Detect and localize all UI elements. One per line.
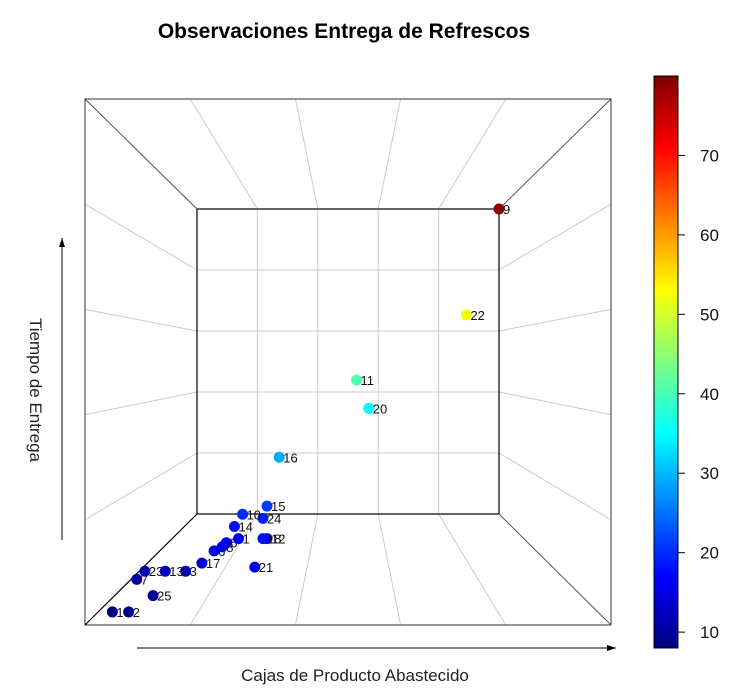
y-axis-arrow: [59, 238, 65, 540]
point-label: 7: [141, 572, 148, 587]
colorbar-tick-label: 50: [700, 305, 719, 324]
colorbar-tick-label: 20: [700, 544, 719, 563]
point-label: 3: [190, 564, 197, 579]
data-point: [131, 573, 143, 585]
data-point: [261, 500, 273, 512]
point-label: 20: [373, 401, 387, 416]
depth-edge: [84, 98, 198, 210]
data-point: [106, 606, 118, 618]
box-grid: [84, 98, 612, 626]
grid-line: [498, 452, 612, 521]
outer-frame: [84, 98, 612, 626]
depth-edge: [498, 98, 612, 210]
data-point: [460, 309, 472, 321]
box-frame: [84, 98, 612, 626]
point-label: 23: [149, 564, 163, 579]
grid-line: [498, 391, 612, 416]
data-point: [208, 545, 220, 557]
data-point: [351, 374, 363, 386]
depth-edge: [498, 513, 612, 626]
data-point: [233, 533, 245, 545]
data-point: [180, 565, 192, 577]
point-label: 13: [169, 564, 183, 579]
point-label: 9: [503, 202, 510, 217]
data-points: 1927252331317658211211418241015162011229: [106, 202, 510, 620]
x-axis-arrow: [137, 645, 616, 651]
grid-line: [84, 203, 198, 271]
grid-line: [189, 98, 258, 210]
y-axis-label: Tiempo de Entrega: [26, 318, 45, 462]
grid-line: [84, 308, 198, 332]
colorbar-tick-label: 10: [700, 623, 719, 642]
x-axis-label: Cajas de Producto Abastecido: [241, 666, 469, 685]
point-label: 25: [157, 589, 171, 604]
data-point: [257, 512, 269, 524]
point-label: 8: [226, 540, 233, 555]
data-point: [228, 520, 240, 532]
data-point: [237, 508, 249, 520]
point-label: 5: [230, 536, 237, 551]
point-label: 14: [238, 519, 252, 534]
chart-title: Observaciones Entrega de Refrescos: [158, 20, 530, 43]
point-label: 15: [271, 499, 285, 514]
data-point: [257, 533, 269, 545]
colorbar-tick-label: 30: [700, 464, 719, 483]
data-point: [273, 451, 285, 463]
grid-line: [189, 513, 258, 626]
grid-line: [438, 513, 507, 626]
data-point: [147, 590, 159, 602]
data-point: [363, 402, 375, 414]
grid-line: [294, 513, 319, 626]
colorbar-tick-label: 40: [700, 385, 719, 404]
inner-frame: [196, 208, 500, 515]
colorbar-tick-label: 70: [700, 146, 719, 165]
point-label: 17: [206, 556, 220, 571]
point-label: 10: [247, 507, 261, 522]
data-point: [123, 606, 135, 618]
point-label: 1: [243, 532, 250, 547]
data-point: [196, 557, 208, 569]
point-label: 12: [271, 532, 285, 547]
grid-line: [84, 452, 198, 521]
grid-line: [438, 98, 507, 210]
data-point: [493, 203, 505, 215]
data-point: [216, 541, 228, 553]
point-label: 21: [259, 560, 273, 575]
grid-line: [498, 308, 612, 332]
data-point: [139, 565, 151, 577]
point-label: 22: [470, 308, 484, 323]
grid-line: [84, 391, 198, 416]
grid-line: [498, 203, 612, 271]
grid-line: [377, 513, 402, 626]
colorbar-ticks: 10 20 30 40 50 60 70: [678, 146, 719, 642]
grid-line: [377, 98, 402, 210]
point-label: 24: [267, 511, 281, 526]
grid-line: [294, 98, 319, 210]
point-label: 18: [267, 532, 281, 547]
point-label: 2: [133, 605, 140, 620]
point-label: 11: [361, 373, 375, 388]
colorbar: [653, 75, 679, 649]
colorbar-tick-label: 60: [700, 226, 719, 245]
data-point: [249, 561, 261, 573]
point-label: 16: [283, 450, 297, 465]
data-point: [159, 565, 171, 577]
